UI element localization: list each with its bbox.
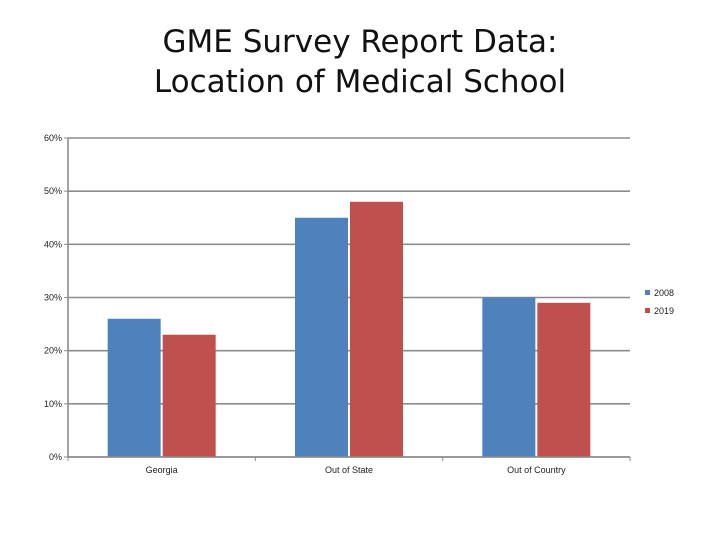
y-tick-label: 20% [44,346,62,356]
bar-2019 [537,302,591,457]
x-tick-label: Georgia [146,465,178,475]
chart-title-line-1: GME Survey Report Data: [162,24,558,60]
y-tick-label: 50% [44,186,62,196]
legend-swatch-2008 [645,290,650,295]
legend: 2008 2019 [645,288,674,316]
legend-label-2019: 2019 [654,306,674,316]
y-tick-label: 10% [44,399,62,409]
chart-title: GME Survey Report Data: Location of Medi… [0,22,720,102]
bar-2019 [162,334,216,457]
legend-label-2008: 2008 [654,288,674,298]
bar-2008 [482,297,536,457]
y-tick-label: 0% [49,452,62,462]
y-axis: 0% 10% 20% 30% 40% 50% 60% [44,133,69,462]
legend-swatch-2019 [645,308,650,313]
bar-2008 [107,318,161,457]
y-tick-label: 30% [44,293,62,303]
y-tick-label: 40% [44,239,62,249]
x-axis: Georgia Out of State Out of Country [67,456,631,475]
bar-2008 [295,217,348,457]
x-tick-label: Out of State [325,465,373,475]
bars [107,201,591,457]
bar-2019 [350,201,403,457]
y-tick-label: 60% [44,133,62,143]
chart-title-line-2: Location of Medical School [153,64,567,100]
x-tick-label: Out of Country [507,465,566,475]
